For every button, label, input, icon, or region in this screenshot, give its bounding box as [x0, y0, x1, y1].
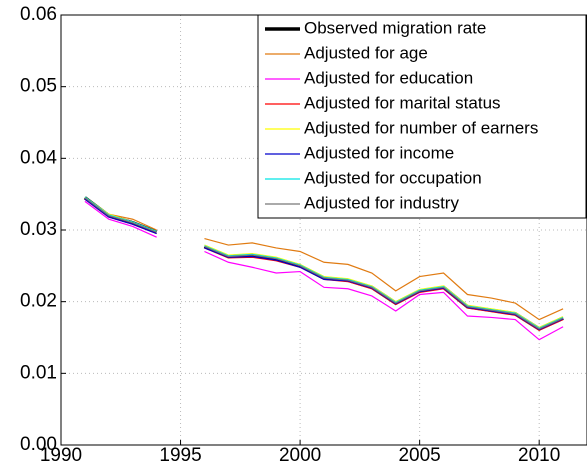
legend-label: Adjusted for age [304, 43, 428, 62]
legend-label: Adjusted for income [304, 143, 454, 162]
y-tick-label: 0.05 [20, 76, 57, 97]
legend-label: Adjusted for industry [304, 193, 459, 212]
x-tick-label: 2000 [279, 445, 321, 465]
legend-label: Adjusted for education [304, 68, 473, 87]
series-line [84, 200, 564, 341]
legend-label: Adjusted for number of earners [304, 118, 538, 137]
y-tick-label: 0.02 [20, 291, 57, 312]
y-tick-label: 0.03 [20, 219, 57, 240]
legend-box [257, 14, 587, 219]
x-tick-label: 1990 [40, 445, 82, 465]
y-tick-label: 0.01 [20, 362, 57, 383]
legend: Observed migration rate Adjusted for age A… [257, 14, 587, 219]
legend-label: Observed migration rate [304, 18, 486, 37]
y-tick-label: 0.00 [20, 434, 57, 455]
x-tick-label: 1995 [159, 445, 201, 465]
legend-label: Adjusted for occupation [304, 168, 482, 187]
legend-label: Adjusted for marital status [304, 93, 501, 112]
y-tick-label: 0.06 [20, 4, 57, 25]
y-tick-label: 0.04 [20, 147, 57, 168]
x-tick-label: 2010 [518, 445, 560, 465]
x-tick-label: 2005 [398, 445, 440, 465]
series-line [84, 197, 564, 330]
